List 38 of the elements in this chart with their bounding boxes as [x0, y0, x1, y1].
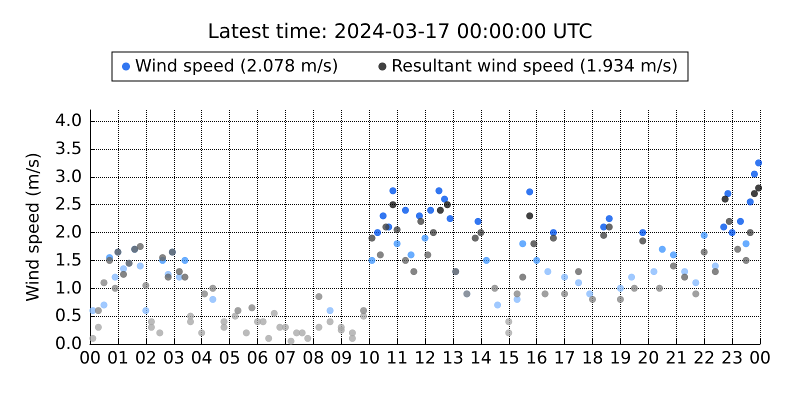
y-tick-label: 3.5 [54, 139, 82, 159]
x-tick-label: 05 [218, 348, 240, 368]
y-tick-label: 2.5 [54, 194, 82, 215]
x-tick-label: 06 [246, 348, 268, 368]
x-tick-label: 03 [162, 348, 185, 368]
x-tick-label: 02 [135, 348, 157, 368]
x-tick-label: 01 [107, 348, 129, 368]
x-tick-label: 13 [442, 348, 464, 368]
y-tick-label: 2.0 [54, 222, 82, 243]
y-tick-label: 1.0 [54, 278, 82, 298]
x-tick-label: 18 [582, 348, 604, 368]
x-tick-label: 10 [358, 348, 380, 368]
y-tick-label: 0.0 [54, 334, 82, 354]
x-tick-label: 12 [414, 348, 436, 368]
x-tick-label: 22 [693, 348, 715, 368]
legend-label: Wind speed (2.078 m/s) [135, 56, 338, 76]
x-tick-label: 19 [610, 348, 632, 368]
x-tick-label: 00 [79, 348, 101, 368]
y-axis-title: Wind speed (m/s) [24, 152, 44, 302]
x-tick-label: 15 [498, 348, 520, 368]
x-tick-label: 21 [665, 348, 688, 368]
chart-title: Latest time: 2024-03-17 00:00:00 UTC [208, 19, 592, 43]
x-tick-label: 11 [386, 348, 408, 368]
x-tick-label: 09 [330, 348, 352, 368]
x-tick-label: 04 [190, 348, 212, 368]
y-tick-label: 4.0 [54, 111, 82, 132]
x-tick-label: 20 [638, 348, 660, 368]
x-tick-label: 17 [554, 348, 576, 368]
x-tick-label: 23 [721, 348, 743, 368]
x-tick-label: 00 [749, 348, 771, 368]
y-tick-label: 0.5 [54, 306, 82, 326]
x-tick-label: 07 [274, 348, 296, 368]
x-tick-label: 08 [302, 348, 324, 368]
x-tick-label: 14 [470, 348, 492, 368]
x-tick-label: 16 [526, 348, 548, 368]
y-tick-label: 3.0 [54, 166, 82, 187]
legend-label: Resultant wind speed (1.934 m/s) [391, 56, 678, 76]
y-tick-label: 1.5 [54, 250, 82, 270]
